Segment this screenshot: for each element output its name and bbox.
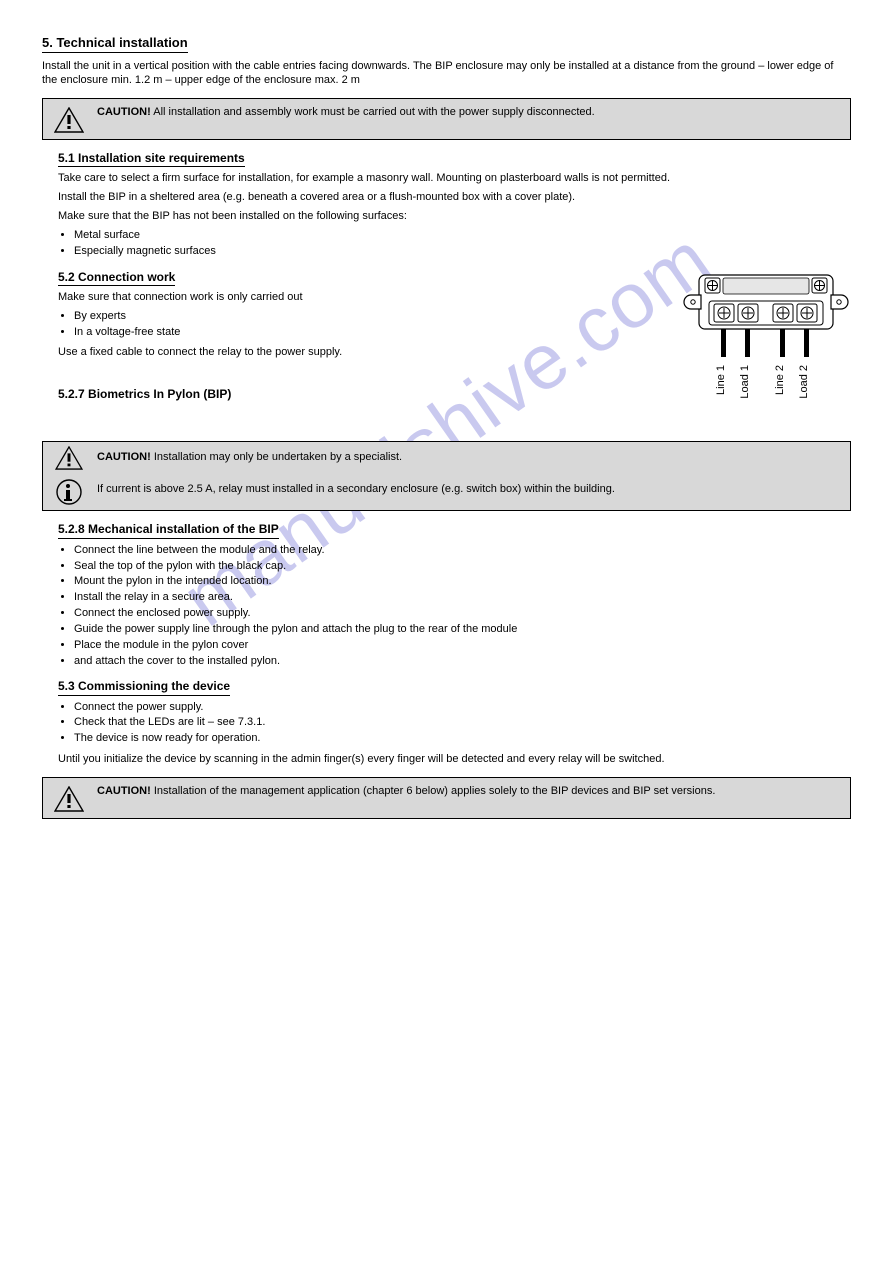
caution-1-body: All installation and assembly work must … [153, 106, 594, 118]
caution-527-body: Installation may only be undertaken by a… [154, 451, 402, 463]
caution-1-text: CAUTION! All installation and assembly w… [97, 105, 840, 120]
warning-icon [51, 784, 87, 812]
label-line1: Line 1 [715, 365, 727, 395]
info-row: If current is above 2.5 A, relay must in… [43, 474, 850, 510]
s53-list: Connect the power supply. Check that the… [74, 700, 851, 747]
label-load1: Load 1 [739, 365, 751, 399]
label-line2: Line 2 [774, 365, 786, 395]
section-5-title-text: 5. Technical installation [42, 34, 188, 53]
section-5-1-title: 5.1 Installation site requirements [58, 150, 851, 167]
warning-icon [51, 105, 87, 133]
info-527-body: If current is above 2.5 A, relay must in… [97, 483, 615, 495]
relay-device-figure: Line 1 Load 1 Line 2 Load 2 [681, 269, 851, 424]
s51-li2: Especially magnetic surfaces [74, 244, 851, 259]
label-load2: Load 2 [798, 365, 810, 399]
caution-2-text: CAUTION! Installation of the management … [97, 784, 840, 799]
section-5-3-title: 5.3 Commissioning the device [58, 678, 851, 695]
caution-2-lead: CAUTION! [97, 785, 151, 797]
section-5-intro: Install the unit in a vertical position … [42, 59, 851, 89]
s51-p2: Install the BIP in a sheltered area (e.g… [58, 190, 851, 205]
page-content: 5. Technical installation Install the un… [42, 34, 851, 819]
section-5-2-block: Line 1 Load 1 Line 2 Load 2 5.2 Connecti… [42, 269, 851, 432]
caution-info-stack: CAUTION! Installation may only be undert… [42, 441, 851, 511]
s51-p3: Make sure that the BIP has not been inst… [58, 209, 851, 224]
section-5-2-8-title-text: 5.2.8 Mechanical installation of the BIP [58, 521, 279, 538]
section-5-2-title-text: 5.2 Connection work [58, 269, 175, 286]
section-5-2-8-title: 5.2.8 Mechanical installation of the BIP [58, 521, 851, 538]
s51-list: Metal surface Especially magnetic surfac… [74, 228, 851, 259]
s528-li4: Install the relay in a secure area. [74, 590, 851, 605]
s53-p: Until you initialize the device by scann… [58, 752, 851, 767]
caution-callout-2: CAUTION! Installation of the management … [42, 777, 851, 819]
s53-li2: Check that the LEDs are lit – see 7.3.1. [74, 715, 851, 730]
s528-list: Connect the line between the module and … [74, 543, 851, 669]
info-527-text: If current is above 2.5 A, relay must in… [97, 478, 840, 497]
caution-callout-1: CAUTION! All installation and assembly w… [42, 98, 851, 140]
caution-row: CAUTION! Installation may only be undert… [43, 442, 850, 474]
section-5-title: 5. Technical installation [42, 34, 851, 53]
s51-li1: Metal surface [74, 228, 851, 243]
caution-527-lead: CAUTION! [97, 451, 151, 463]
s528-li3: Mount the pylon in the intended location… [74, 574, 851, 589]
caution-527-text: CAUTION! Installation may only be undert… [97, 446, 840, 465]
s51-p1: Take care to select a firm surface for i… [58, 171, 851, 186]
s528-li2: Seal the top of the pylon with the black… [74, 559, 851, 574]
s528-li7: Place the module in the pylon cover [74, 638, 851, 653]
section-5-1-title-text: 5.1 Installation site requirements [58, 150, 245, 167]
caution-1-lead: CAUTION! [97, 106, 151, 118]
s53-li1: Connect the power supply. [74, 700, 851, 715]
warning-icon [51, 446, 87, 470]
s528-li8: and attach the cover to the installed py… [74, 654, 851, 669]
s528-li1: Connect the line between the module and … [74, 543, 851, 558]
info-icon [51, 478, 87, 506]
section-5-3-title-text: 5.3 Commissioning the device [58, 678, 230, 695]
s528-li6: Guide the power supply line through the … [74, 622, 851, 637]
s53-li3: The device is now ready for operation. [74, 731, 851, 746]
caution-2-body: Installation of the management applicati… [154, 785, 716, 797]
s528-li5: Connect the enclosed power supply. [74, 606, 851, 621]
